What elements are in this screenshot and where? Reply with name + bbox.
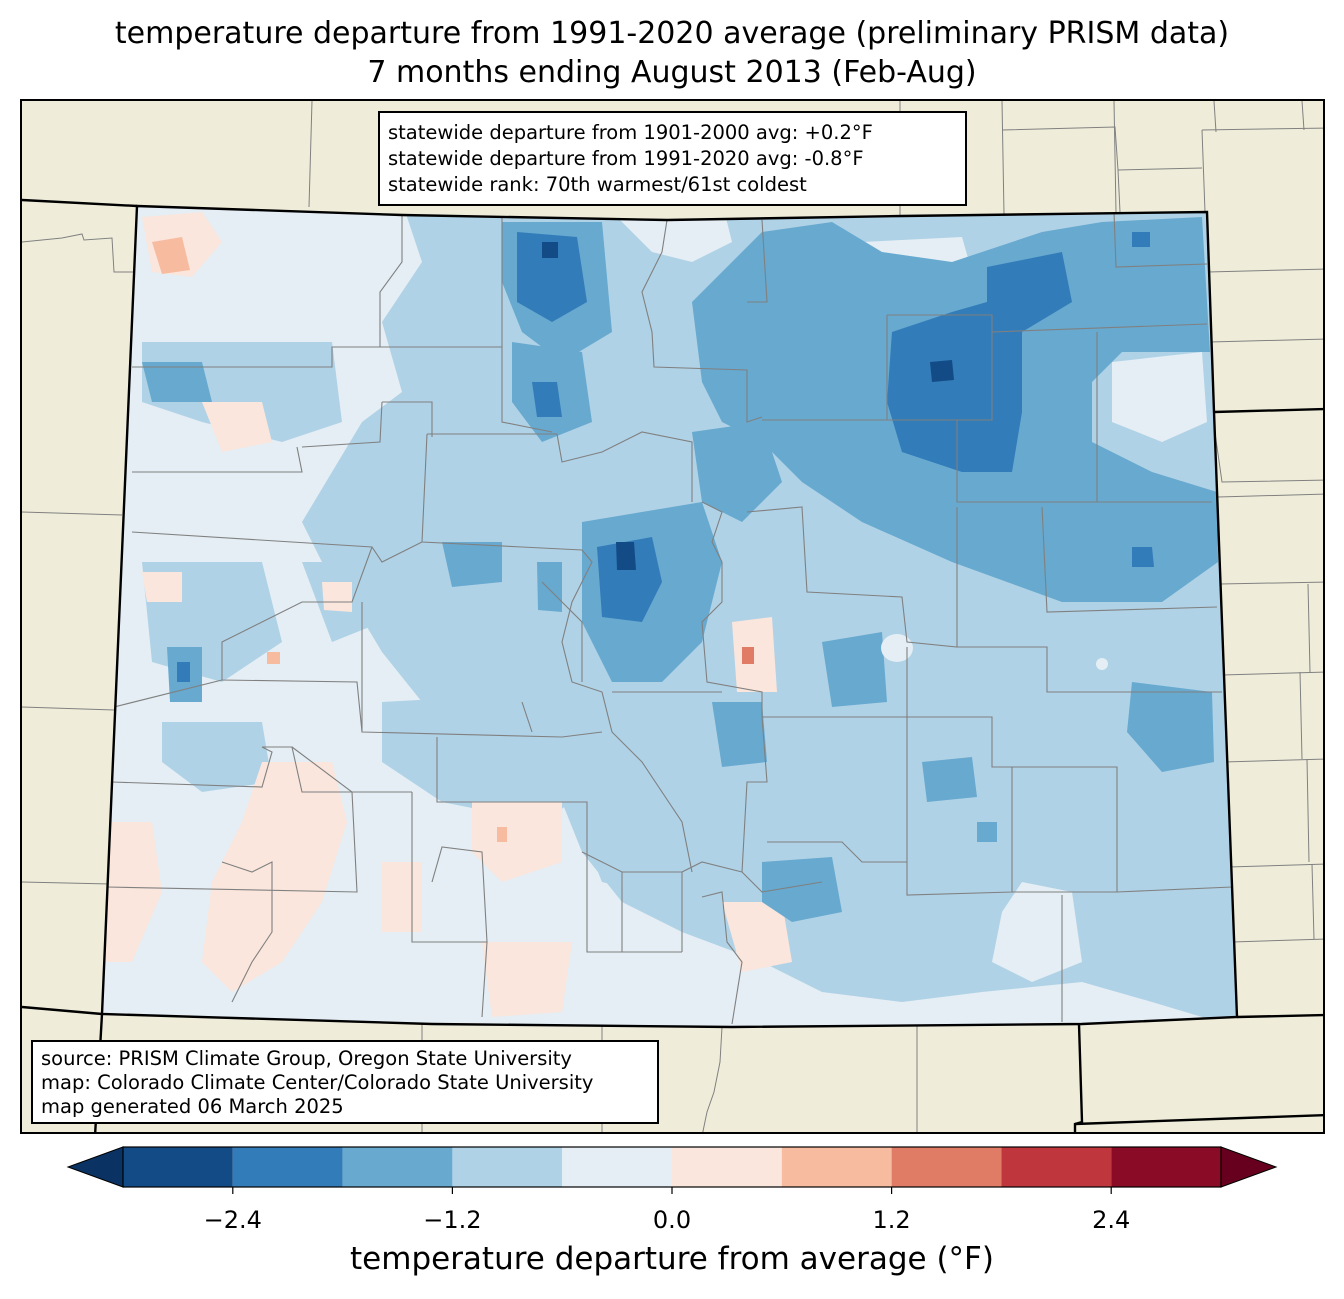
map-frame	[20, 99, 1325, 1134]
colorbar-bin-7	[891, 1147, 1002, 1187]
map-title-line-1: temperature departure from 1991-2020 ave…	[114, 16, 1230, 51]
colorbar	[66, 1146, 1278, 1194]
colorbar-tick-label-1: −1.2	[423, 1206, 482, 1234]
colorbar-bin-0	[123, 1147, 233, 1187]
colorbar-bin-3	[452, 1147, 563, 1187]
colorbar-over-arrow	[1220, 1146, 1278, 1188]
colorbar-bin-1	[232, 1147, 343, 1187]
source-line-3: map generated 06 March 2025	[41, 1095, 344, 1118]
departure-field	[102, 206, 1237, 1027]
map-title-line-2: 7 months ending August 2013 (Feb-Aug)	[367, 55, 977, 90]
statewide-stats-box: statewide departure from 1901-2000 avg: …	[378, 111, 967, 206]
stats-line-1: statewide departure from 1901-2000 avg: …	[388, 121, 873, 144]
colorbar-bins	[66, 1146, 1278, 1188]
colorado-temperature-map	[22, 101, 1323, 1132]
colorbar-bin-9	[1111, 1147, 1221, 1187]
stats-line-3: statewide rank: 70th warmest/61st coldes…	[388, 173, 807, 196]
colorbar-bin-2	[342, 1147, 453, 1187]
source-line-1: source: PRISM Climate Group, Oregon Stat…	[41, 1047, 572, 1070]
colorbar-tick-label-3: 1.2	[872, 1206, 911, 1234]
stats-line-2: statewide departure from 1991-2020 avg: …	[388, 147, 864, 170]
colorbar-label: temperature departure from average (°F)	[350, 1241, 994, 1277]
state-borders	[22, 198, 1323, 1132]
colorbar-bin-5	[672, 1147, 782, 1187]
source-line-2: map: Colorado Climate Center/Colorado St…	[41, 1071, 594, 1094]
colorbar-ticks	[232, 1187, 1112, 1194]
colorbar-under-arrow	[66, 1146, 124, 1188]
colorbar-bin-8	[1001, 1147, 1112, 1187]
colorbar-bin-4	[562, 1147, 672, 1187]
colorbar-tick-label-0: −2.4	[203, 1206, 262, 1234]
source-box: source: PRISM Climate Group, Oregon Stat…	[31, 1040, 659, 1124]
colorbar-tick-label-4: 2.4	[1092, 1206, 1131, 1234]
colorado-county-lines	[106, 211, 1233, 1025]
colorbar-tick-label-2: 0.0	[652, 1206, 692, 1234]
colorbar-bin-6	[781, 1147, 892, 1187]
